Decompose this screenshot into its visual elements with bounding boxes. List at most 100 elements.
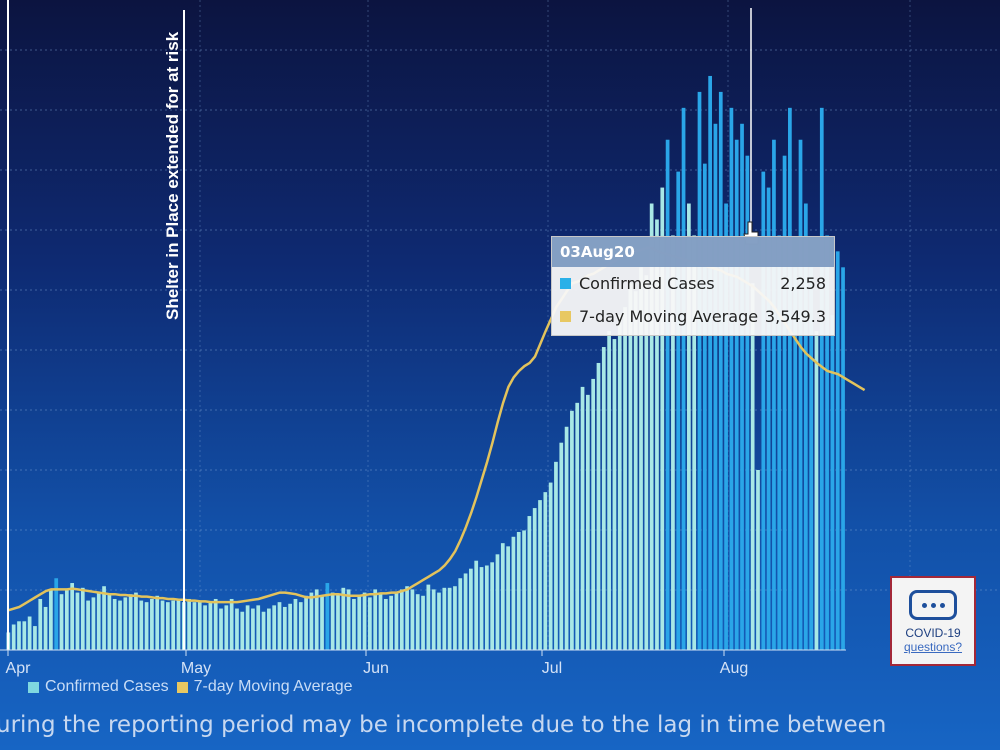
confirmed-cases-bar bbox=[506, 546, 510, 650]
confirmed-cases-bar bbox=[224, 605, 229, 650]
confirmed-cases-bar bbox=[86, 600, 90, 650]
confirmed-cases-bar bbox=[803, 203, 808, 650]
confirmed-cases-bar bbox=[671, 235, 675, 650]
confirmed-cases-bar bbox=[729, 107, 734, 651]
confirmed-cases-bar bbox=[761, 171, 766, 650]
confirmed-cases-bar bbox=[330, 592, 335, 650]
confirmed-cases-bar bbox=[692, 235, 697, 650]
confirmed-cases-bar bbox=[612, 339, 617, 650]
confirmed-cases-bar bbox=[702, 163, 707, 650]
confirmed-cases-bar bbox=[389, 595, 393, 650]
confirmed-cases-bar bbox=[251, 608, 255, 650]
legend-item-average[interactable]: 7-day Moving Average bbox=[176, 678, 353, 696]
confirmed-cases-bar bbox=[724, 203, 728, 650]
confirmed-cases-bar bbox=[437, 592, 441, 650]
confirmed-cases-bar bbox=[548, 482, 553, 650]
confirmed-cases-bar bbox=[740, 123, 744, 650]
annotation-label: Shelter in Place extended for at risk bbox=[163, 31, 182, 320]
confirmed-cases-bar bbox=[309, 592, 314, 650]
tooltip-value: 3,549.3 bbox=[764, 307, 826, 326]
covid-help-button[interactable]: COVID-19 questions? bbox=[890, 576, 976, 666]
confirmed-cases-bar bbox=[580, 386, 585, 650]
confirmed-cases-bar bbox=[835, 251, 840, 650]
confirmed-cases-bar bbox=[697, 91, 702, 650]
confirmed-cases-bar bbox=[118, 600, 122, 650]
confirmed-cases-bar bbox=[336, 594, 340, 650]
confirmed-cases-bar bbox=[649, 203, 654, 650]
confirmed-cases-bar bbox=[554, 461, 558, 650]
confirmed-cases-bar bbox=[766, 187, 771, 650]
chart-legend: Confirmed Cases 7-day Moving Average bbox=[28, 678, 361, 696]
confirmed-cases-bar bbox=[176, 598, 181, 650]
confirmed-cases-bar bbox=[516, 532, 521, 650]
confirmed-cases-bar bbox=[123, 597, 128, 650]
confirmed-cases-bar bbox=[585, 394, 590, 650]
bar-series bbox=[6, 75, 845, 651]
confirmed-cases-bar bbox=[256, 605, 261, 650]
confirmed-cases-bar bbox=[11, 624, 16, 650]
confirmed-cases-bar bbox=[54, 578, 59, 650]
confirmed-cases-bar bbox=[70, 583, 75, 650]
confirmed-cases-bar bbox=[734, 139, 739, 651]
confirmed-cases-bar bbox=[421, 595, 425, 650]
confirmed-cases-bar bbox=[601, 347, 606, 650]
confirmed-cases-bar bbox=[596, 362, 601, 650]
x-tick-label: Jul bbox=[542, 660, 562, 677]
confirmed-cases-bar bbox=[357, 595, 362, 650]
confirmed-cases-bar bbox=[38, 598, 43, 650]
confirmed-cases-bar bbox=[22, 621, 27, 650]
confirmed-cases-bar bbox=[267, 608, 271, 650]
confirmed-cases-bar bbox=[394, 592, 399, 650]
confirmed-cases-bar bbox=[793, 267, 798, 650]
confirmed-cases-bar bbox=[750, 283, 755, 650]
confirmed-cases-bar bbox=[304, 595, 308, 650]
legend-label: 7-day Moving Average bbox=[193, 678, 353, 695]
confirmed-cases-bar bbox=[490, 562, 495, 650]
confirmed-cases-bar bbox=[112, 598, 117, 650]
confirmed-cases-bar bbox=[213, 598, 218, 650]
confirmed-cases-bar bbox=[134, 592, 138, 650]
confirmed-cases-bar bbox=[197, 600, 202, 650]
help-line2: questions? bbox=[903, 640, 963, 654]
cases-legend-icon bbox=[28, 681, 39, 693]
confirmed-cases-bar bbox=[187, 598, 191, 650]
tooltip-row-average: 7-day Moving Average 3,549.3 bbox=[552, 300, 834, 333]
confirmed-cases-bar bbox=[745, 155, 750, 650]
confirmed-cases-bar bbox=[479, 567, 484, 650]
confirmed-cases-bar bbox=[373, 589, 378, 650]
confirmed-cases-bar bbox=[453, 586, 457, 650]
x-tick-label: Apr bbox=[6, 660, 32, 677]
confirmed-cases-bar bbox=[75, 592, 80, 650]
confirmed-cases-bar bbox=[415, 594, 420, 650]
confirmed-cases-bar bbox=[819, 107, 824, 651]
confirmed-cases-bar bbox=[591, 378, 596, 650]
confirmed-cases-bar bbox=[681, 107, 686, 651]
confirmed-cases-bar bbox=[798, 139, 803, 651]
tooltip-row-cases: Confirmed Cases 2,258 bbox=[552, 267, 834, 300]
confirmed-cases-bar bbox=[150, 598, 154, 650]
confirmed-cases-bar bbox=[102, 586, 106, 650]
confirmed-cases-bar bbox=[155, 595, 160, 650]
confirmed-cases-bar bbox=[80, 587, 85, 650]
confirmed-cases-bar bbox=[830, 315, 835, 650]
confirmed-cases-bar bbox=[564, 426, 569, 650]
confirmed-cases-bar bbox=[522, 530, 526, 650]
x-tick-label: Jun bbox=[363, 660, 389, 677]
confirmed-cases-bar bbox=[809, 267, 813, 650]
x-tick-label: Aug bbox=[720, 660, 748, 677]
cases-swatch-icon bbox=[560, 278, 571, 289]
confirmed-cases-bar bbox=[144, 602, 149, 650]
tooltip-label: 7-day Moving Average bbox=[579, 307, 759, 326]
confirmed-cases-bar bbox=[219, 608, 223, 650]
confirmed-cases-bar bbox=[160, 600, 165, 650]
confirmed-cases-bar bbox=[660, 187, 665, 650]
confirmed-cases-bar bbox=[788, 107, 792, 651]
confirmed-cases-bar bbox=[298, 602, 303, 650]
confirmed-cases-bar bbox=[527, 516, 532, 650]
confirmed-cases-bar bbox=[362, 592, 367, 650]
legend-item-cases[interactable]: Confirmed Cases bbox=[28, 678, 169, 696]
confirmed-cases-bar bbox=[772, 139, 776, 651]
confirmed-cases-bar bbox=[346, 589, 351, 650]
legend-label: Confirmed Cases bbox=[45, 678, 169, 695]
confirmed-cases-bar bbox=[458, 578, 463, 650]
